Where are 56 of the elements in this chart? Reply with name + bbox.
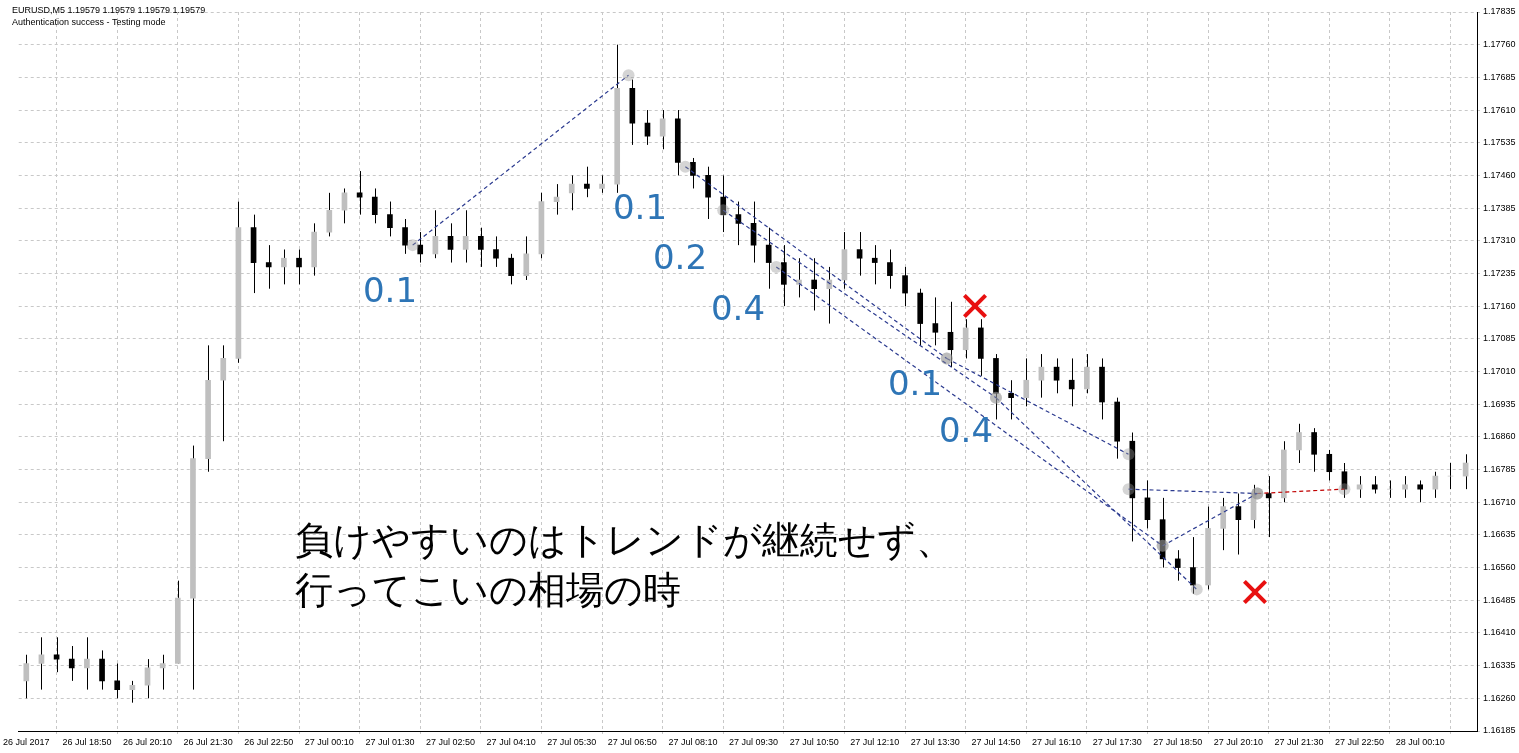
y-tick-label: 1.17310 [1483, 235, 1516, 246]
x-tick-label: 28 Jul 00:10 [1395, 736, 1445, 747]
y-tick-label: 1.17835 [1483, 6, 1516, 17]
x-tick-label: 27 Jul 02:50 [426, 736, 476, 747]
x-tick-label: 27 Jul 05:30 [547, 736, 597, 747]
y-tick-label: 1.16410 [1483, 627, 1516, 638]
y-tick-label: 1.17535 [1483, 137, 1516, 148]
x-tick-label: 27 Jul 21:30 [1274, 736, 1324, 747]
annotation: 0.1 [362, 270, 418, 310]
annotation: 0.2 [652, 237, 708, 277]
y-tick-label: 1.17160 [1483, 300, 1516, 311]
y-tick-label: 1.17085 [1483, 333, 1516, 344]
y-tick-label: 1.16635 [1483, 529, 1516, 540]
y-tick-label: 1.17010 [1483, 365, 1516, 376]
x-tick-label: 27 Jul 13:30 [910, 736, 960, 747]
y-tick-label: 1.16710 [1483, 496, 1516, 507]
y-tick-label: 1.16785 [1483, 464, 1516, 475]
x-tick-label: 26 Jul 20:10 [122, 736, 173, 747]
x-tick-label: 26 Jul 2017 [3, 736, 50, 747]
y-tick-label: 1.17760 [1483, 39, 1516, 50]
x-tick-label: 27 Jul 20:10 [1213, 736, 1263, 747]
chart-title: EURUSD,M5 1.19579 1.19579 1.19579 1.19579 [12, 4, 206, 16]
annotation: 0.1 [612, 187, 668, 227]
y-tick-label: 1.16860 [1483, 431, 1516, 442]
y-tick-label: 1.17460 [1483, 169, 1516, 180]
x-tick-label: 27 Jul 04:10 [486, 736, 536, 747]
y-tick-label: 1.17235 [1483, 267, 1516, 278]
x-tick-label: 27 Jul 18:50 [1153, 736, 1203, 747]
text: Authentication success - Testing mode [12, 16, 167, 28]
y-tick-label: 1.17610 [1483, 104, 1516, 115]
x-tick-label: 26 Jul 22:50 [244, 736, 294, 747]
x-tick-label: 27 Jul 01:30 [365, 736, 415, 747]
y-tick-label: 1.16185 [1483, 725, 1516, 736]
x-tick-label: 27 Jul 17:30 [1092, 736, 1142, 747]
x-tick-label: 27 Jul 00:10 [304, 736, 354, 747]
annotation: 0.4 [938, 410, 994, 450]
x-tick-label: 27 Jul 14:50 [971, 736, 1021, 747]
x-tick-label: 27 Jul 09:30 [729, 736, 779, 747]
annotation: 0.4 [710, 288, 766, 328]
y-tick-label: 1.16485 [1483, 594, 1516, 605]
y-tick-label: 1.16560 [1483, 562, 1516, 573]
x-tick-label: 27 Jul 10:50 [789, 736, 839, 747]
y-tick-label: 1.17685 [1483, 71, 1516, 82]
y-tick-label: 1.16335 [1483, 660, 1516, 671]
y-tick-label: 1.17385 [1483, 202, 1516, 213]
x-tick-label: 27 Jul 16:10 [1032, 736, 1082, 747]
y-tick-label: 1.16935 [1483, 398, 1516, 409]
y-tick-label: 1.16260 [1483, 692, 1516, 703]
x-tick-label: 27 Jul 12:10 [850, 736, 900, 747]
x-tick-label: 26 Jul 21:30 [183, 736, 233, 747]
x-tick-label: 27 Jul 22:50 [1335, 736, 1385, 747]
annotation: 負けやすいのはトレンドが継続せず、行ってこいの相場の時 [295, 517, 955, 614]
x-tick-label: 26 Jul 18:50 [62, 736, 112, 747]
x-tick-label: 27 Jul 08:10 [668, 736, 718, 747]
annotation: 0.1 [887, 363, 943, 403]
x-tick-label: 27 Jul 06:50 [607, 736, 657, 747]
